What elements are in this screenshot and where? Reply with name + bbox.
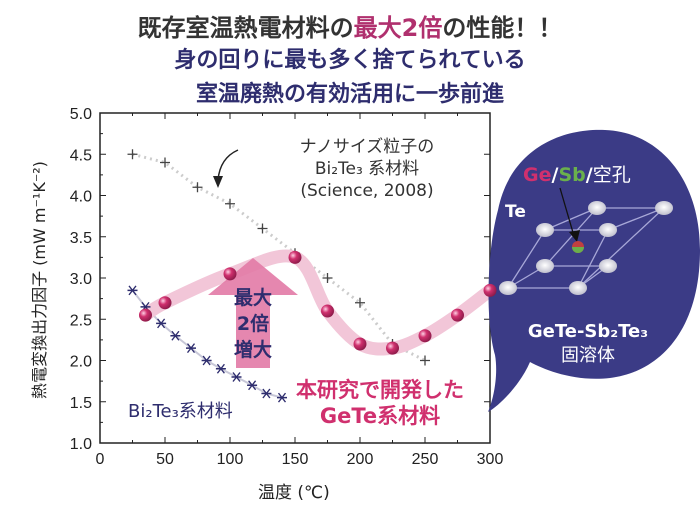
headline-highlight: 最大2倍	[353, 14, 443, 42]
bi2te3-point	[186, 343, 196, 354]
arrow-label-line1: 最大	[233, 287, 272, 309]
x-tick-label: 300	[477, 451, 504, 468]
te-atom	[588, 201, 606, 215]
headline: 既存室温熱電材料の最大2倍の性能！！	[0, 8, 700, 43]
bi2te3-point	[277, 392, 287, 403]
lattice-bond	[544, 207, 598, 267]
gete-point	[223, 267, 237, 281]
headline-post: の性能！！	[442, 14, 563, 42]
solid-solution-label: 固溶体	[561, 345, 615, 366]
te-atom	[499, 281, 517, 295]
x-tick-label: 100	[217, 451, 244, 468]
increase-arrow	[208, 258, 298, 368]
gete-point	[288, 250, 302, 264]
y-axis-label: 熱電変換出力因子 (mW m⁻¹K⁻²)	[30, 161, 49, 399]
y-tick-label: 1.0	[70, 436, 92, 453]
nano-point	[420, 355, 430, 366]
x-tick-label: 150	[282, 451, 309, 468]
lattice-bond	[577, 229, 609, 289]
ge-label: Ge	[523, 164, 552, 186]
te-atom	[599, 259, 617, 273]
nano-annotation-line3: (Science, 2008)	[300, 181, 434, 201]
sb-label: Sb	[558, 164, 586, 186]
y-tick-label: 4.5	[70, 147, 92, 164]
x-tick-label: 200	[347, 451, 374, 468]
y-tick-label: 5.0	[70, 106, 92, 123]
annotation-arrowhead	[213, 176, 223, 188]
te-atom	[655, 201, 673, 215]
annotation-arrow	[217, 149, 239, 181]
lattice-bond	[544, 207, 598, 231]
gete-point	[321, 304, 334, 318]
gete-point	[418, 329, 432, 343]
gete-point	[483, 283, 497, 297]
bi2te3-point	[170, 330, 181, 341]
nano-point	[127, 149, 138, 160]
arrow-label-line3: 増大	[233, 339, 272, 361]
x-tick-label: 250	[412, 451, 439, 468]
y-tick-label: 2.5	[70, 312, 92, 329]
lattice-bond	[507, 229, 546, 289]
gete-point	[158, 296, 172, 310]
site-pointer-arrowhead	[569, 230, 580, 242]
nano-point	[355, 297, 365, 308]
y-tick-label: 2.0	[70, 354, 92, 371]
nano-annotation: ナノサイズ粒子の Bi₂Te₃ 系材料 (Science, 2008)	[272, 136, 462, 202]
lattice-bond	[577, 207, 665, 289]
nano-point	[257, 223, 268, 234]
y-tick-label: 3.0	[70, 271, 92, 288]
arrow-label: 最大 2倍 増大	[228, 285, 278, 363]
arrow-label-line2: 2倍	[236, 313, 270, 335]
gete-label-line2: GeTe系材料	[319, 404, 441, 428]
bi2te3-point	[156, 318, 167, 329]
bi2te3-point	[247, 380, 258, 391]
x-tick-label: 50	[156, 451, 174, 468]
nano-point	[192, 182, 203, 193]
compound-label: GeTe-Sb₂Te₃ 固溶体	[508, 320, 668, 368]
bi2te3-point	[231, 372, 242, 382]
bi2te3-point	[215, 363, 226, 374]
subtitle-2: 室温廃熱の有効活用に一歩前進	[195, 82, 504, 107]
nano-annotation-line2: Bi₂Te₃ 系材料	[314, 159, 420, 179]
site-pointer-arrow	[559, 187, 575, 237]
te-atom	[536, 259, 554, 273]
x-tick-label: 0	[96, 451, 105, 468]
nano-point	[322, 273, 333, 283]
y-tick-label: 4.0	[70, 189, 92, 206]
te-atom	[569, 281, 587, 295]
nano-point	[225, 198, 235, 209]
te-label: Te	[505, 202, 526, 222]
vacancy-label: 空孔	[592, 164, 631, 186]
x-axis-label: 温度 (℃)	[258, 483, 330, 503]
gete-point	[353, 337, 367, 351]
compound-name: GeTe-Sb₂Te₃	[527, 321, 649, 342]
site-label: Ge/Sb/空孔	[523, 164, 631, 186]
headline-pre: 既存室温熱電材料の	[137, 14, 354, 42]
bi2te3-point	[261, 388, 272, 399]
nano-point	[160, 157, 170, 168]
bi2te3-label: Bi₂Te₃系材料	[128, 401, 233, 422]
callout-bubble	[488, 129, 700, 412]
gete-point	[139, 308, 152, 322]
mixed-site-atom-sb	[572, 247, 584, 253]
subtitle-1: 身の回りに最も多く捨てられている	[174, 48, 526, 73]
te-atom	[536, 223, 554, 237]
bi2te3-point	[201, 355, 212, 366]
nano-annotation-line1: ナノサイズ粒子の	[299, 137, 435, 157]
gete-label: 本研究で開発した GeTe系材料	[290, 377, 470, 429]
lattice-bond	[607, 207, 665, 231]
nano-trend-line	[132, 152, 426, 362]
gete-point	[451, 308, 464, 322]
gete-label-line1: 本研究で開発した	[296, 378, 464, 402]
crystal-lattice	[507, 207, 665, 289]
gete-trend-band	[139, 249, 497, 356]
y-tick-label: 3.5	[70, 230, 92, 247]
gete-point	[386, 341, 399, 355]
bi2te3-point	[127, 285, 138, 296]
y-tick-label: 1.5	[70, 395, 92, 412]
te-atom	[599, 223, 617, 237]
